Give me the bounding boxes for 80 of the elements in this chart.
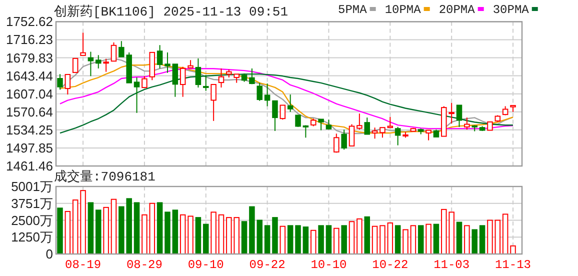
y-tick-label: 1607.04 bbox=[6, 86, 53, 102]
x-tick-label: 10-22 bbox=[372, 258, 408, 272]
bar bbox=[80, 190, 86, 254]
bar bbox=[341, 225, 347, 254]
bar bbox=[487, 220, 493, 254]
y-tick-label: 3751万 bbox=[11, 196, 53, 211]
bar bbox=[195, 217, 202, 254]
x-tick-label: 11-03 bbox=[434, 258, 470, 272]
y-tick-label: 1534.25 bbox=[6, 122, 53, 138]
bar bbox=[103, 206, 109, 254]
bar bbox=[394, 225, 401, 254]
bar bbox=[264, 225, 270, 254]
bar bbox=[88, 202, 94, 254]
bar bbox=[318, 225, 324, 254]
bar bbox=[433, 224, 440, 254]
x-tick-label: 09-10 bbox=[188, 258, 224, 272]
x-tick-label: 11-13 bbox=[494, 258, 532, 272]
y-tick-label: 1679.83 bbox=[6, 50, 53, 66]
bar bbox=[426, 224, 432, 254]
bar bbox=[188, 216, 194, 254]
bar bbox=[64, 210, 71, 254]
legend-label: 30PMA bbox=[492, 3, 530, 17]
bar bbox=[372, 226, 378, 254]
bar bbox=[410, 225, 416, 254]
bar bbox=[149, 202, 156, 254]
bar bbox=[180, 214, 186, 254]
x-tick-label: 10-10 bbox=[310, 258, 347, 272]
y-tick-label: 0 bbox=[46, 246, 53, 262]
bar bbox=[502, 214, 508, 254]
y-tick-label: 5001万 bbox=[11, 179, 53, 194]
bar bbox=[479, 225, 486, 254]
y-tick-label: 1250万 bbox=[11, 230, 53, 245]
bar bbox=[156, 202, 163, 254]
bar bbox=[456, 222, 462, 254]
bar bbox=[494, 220, 501, 254]
legend-label: 20PMA bbox=[438, 3, 476, 17]
y-tick-label: 1716.23 bbox=[6, 32, 53, 48]
bar bbox=[310, 230, 316, 254]
bar bbox=[334, 228, 340, 254]
bar bbox=[142, 214, 148, 254]
bar bbox=[272, 217, 278, 254]
y-tick-label: 1461.46 bbox=[6, 158, 53, 174]
bar bbox=[280, 226, 286, 254]
bar bbox=[387, 222, 394, 254]
x-tick-label: 09-22 bbox=[249, 258, 286, 272]
bar bbox=[302, 226, 309, 254]
chart-title: 创新药[BK1106] 2025-11-13 09:51 bbox=[54, 4, 288, 20]
bar bbox=[110, 198, 117, 254]
bar bbox=[326, 225, 332, 254]
bar bbox=[364, 216, 370, 254]
bar bbox=[172, 210, 178, 254]
y-tick-label: 2500万 bbox=[11, 212, 53, 228]
bar bbox=[241, 221, 248, 254]
bar bbox=[402, 229, 408, 254]
bar bbox=[380, 225, 386, 254]
bar bbox=[134, 202, 140, 254]
bar bbox=[295, 225, 301, 254]
bar bbox=[57, 208, 63, 254]
bar bbox=[348, 221, 355, 254]
bar bbox=[203, 224, 209, 254]
bar bbox=[418, 225, 424, 254]
legend-label: 10PMA bbox=[384, 3, 422, 17]
legend-label: 5PMA bbox=[338, 3, 368, 17]
bar bbox=[464, 225, 470, 254]
y-tick-label: 1752.62 bbox=[6, 14, 53, 30]
chart-title: 成交量:7096181 bbox=[54, 168, 156, 184]
y-tick-label: 1570.64 bbox=[6, 104, 53, 120]
bar bbox=[96, 210, 102, 254]
bar bbox=[510, 245, 516, 254]
bar bbox=[210, 212, 216, 254]
y-tick-label: 1497.85 bbox=[6, 140, 53, 156]
bar bbox=[356, 218, 362, 254]
bar bbox=[72, 200, 78, 254]
x-tick-label: 08-19 bbox=[65, 258, 102, 272]
bar bbox=[287, 225, 294, 254]
x-tick-label: 08-29 bbox=[126, 258, 162, 272]
bar bbox=[472, 229, 478, 254]
y-tick-label: 1643.44 bbox=[6, 68, 53, 84]
bar bbox=[164, 212, 170, 254]
bar bbox=[218, 214, 224, 254]
